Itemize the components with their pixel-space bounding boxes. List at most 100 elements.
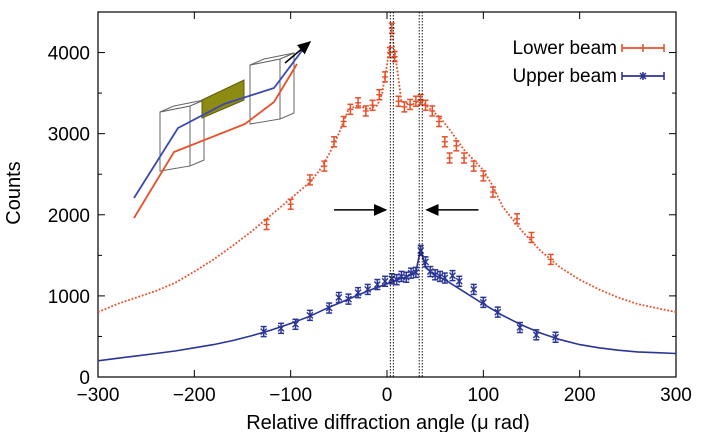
upper-beam-data-point: [344, 293, 352, 305]
inset-upper-beam-path: [133, 47, 305, 199]
upper-beam-data-point: [479, 296, 487, 309]
lower-beam-data-point: [388, 22, 395, 34]
plot-frame-layer: [97, 11, 677, 378]
marker-x: [417, 246, 425, 254]
upper-beam-data-point: [449, 269, 457, 282]
lower-beam-data-point: [287, 198, 294, 210]
lower-beam-data-point: [436, 115, 443, 128]
legend-label-lower-beam: Lower beam: [512, 38, 617, 59]
upper-beam-fit-line: [97, 248, 677, 362]
upper-beam-data-point: [260, 325, 268, 338]
y-tick-label: 2000: [48, 206, 90, 227]
x-tick-label: 200: [564, 385, 596, 406]
lower-beam-data-point: [547, 253, 554, 266]
lower-beam-data-point: [369, 99, 376, 112]
upper-beam-data-point: [417, 244, 425, 257]
x-tick-label: 100: [467, 385, 499, 406]
marker-x: [354, 289, 362, 297]
lower-beam-data-point: [407, 98, 414, 111]
inset-crystal-left-front: [159, 105, 191, 172]
lower-beam-data-point: [306, 174, 313, 186]
annotation-layer: [334, 12, 479, 377]
upper-beam-data-point: [354, 286, 362, 299]
marker-x: [393, 276, 401, 284]
inset-crystal-right-top: [249, 52, 295, 66]
upper-beam-data-point: [552, 331, 560, 344]
inset-beam-arrow: [284, 41, 312, 64]
lower-beam-data-point: [355, 97, 362, 109]
upper-beam-data-point: [431, 269, 439, 281]
lower-beam-data-point: [382, 71, 389, 83]
inset-filter: [201, 79, 245, 119]
marker-x: [325, 304, 333, 312]
legend: Lower beam Upper beam: [512, 38, 665, 87]
x-axis-title: Relative diffraction angle (μ rad): [246, 412, 530, 432]
legend-swatch-lower-beam: [621, 44, 665, 52]
upper-beam-data-point: [455, 275, 463, 288]
marker-x: [335, 294, 343, 302]
lower-beam-data-point: [412, 95, 419, 107]
marker-x: [381, 277, 389, 285]
lower-beam-data-point: [376, 88, 383, 101]
upper-beam-data-point: [532, 329, 540, 341]
legend-label-upper-beam: Upper beam: [512, 66, 617, 87]
upper-beam-data-point: [422, 256, 430, 268]
marker-x: [552, 333, 560, 341]
lower-beam-data-point: [446, 152, 453, 164]
upper-beam-data-point: [277, 322, 285, 335]
marker-x: [412, 268, 420, 276]
marker-x: [494, 308, 502, 316]
lower-beam-data-point: [461, 152, 468, 164]
series-layer: [97, 22, 677, 362]
lower-beam-data-point: [528, 231, 535, 244]
marker-x: [479, 298, 487, 306]
y-tick-label: 1000: [48, 287, 90, 308]
marker-x: [449, 272, 457, 280]
lower-beam-data-point: [401, 101, 408, 113]
x-tick-label: 300: [660, 385, 692, 406]
marker-x: [291, 320, 299, 328]
marker-x: [344, 295, 352, 303]
x-tick-label: −300: [77, 385, 120, 406]
marker-x: [441, 274, 449, 282]
marker-x: [373, 281, 381, 289]
upper-beam-data-point: [494, 306, 502, 318]
upper-beam-data-point: [364, 283, 372, 296]
marker-x: [431, 271, 439, 279]
lower-beam-data-point: [470, 160, 477, 172]
y-tick-label: 3000: [48, 125, 90, 146]
upper-beam-data-point: [373, 278, 381, 291]
marker-x: [306, 311, 314, 319]
upper-beam-data-point: [470, 283, 478, 296]
lower-beam-data-point: [347, 103, 354, 116]
upper-beam-data-point: [291, 318, 299, 331]
lower-beam-data-point: [453, 140, 460, 152]
y-tick-label: 0: [79, 368, 90, 389]
lower-beam-data-point: [395, 95, 402, 107]
lower-beam-data-point: [489, 186, 496, 198]
marker-x: [364, 285, 372, 293]
upper-beam-data-point: [325, 302, 333, 314]
lower-beam-data-point: [480, 170, 487, 182]
upper-beam-data-point: [441, 272, 449, 284]
legend-marker-x: [639, 72, 647, 80]
marker-x: [516, 324, 524, 332]
lower-beam-data-point: [362, 105, 369, 117]
lower-beam-data-point: [391, 50, 398, 63]
x-tick-label: −100: [269, 385, 312, 406]
legend-swatch-upper-beam: [621, 72, 665, 80]
marker-x: [470, 285, 478, 293]
label-layer: Relative diffraction angle (μ rad) Count…: [3, 44, 692, 432]
inset-lower-beam-path: [133, 63, 298, 219]
y-tick-label: 4000: [48, 44, 90, 65]
x-tick-label: 0: [382, 385, 393, 406]
lower-beam-data-point: [441, 136, 448, 148]
marker-x: [277, 324, 285, 332]
lower-beam-data-point: [514, 213, 521, 225]
upper-beam-data-point: [306, 309, 314, 322]
upper-beam-data-point: [381, 275, 389, 288]
upper-beam-data-point: [412, 266, 420, 279]
upper-beam-data-point: [335, 291, 343, 304]
marker-x: [455, 277, 463, 285]
